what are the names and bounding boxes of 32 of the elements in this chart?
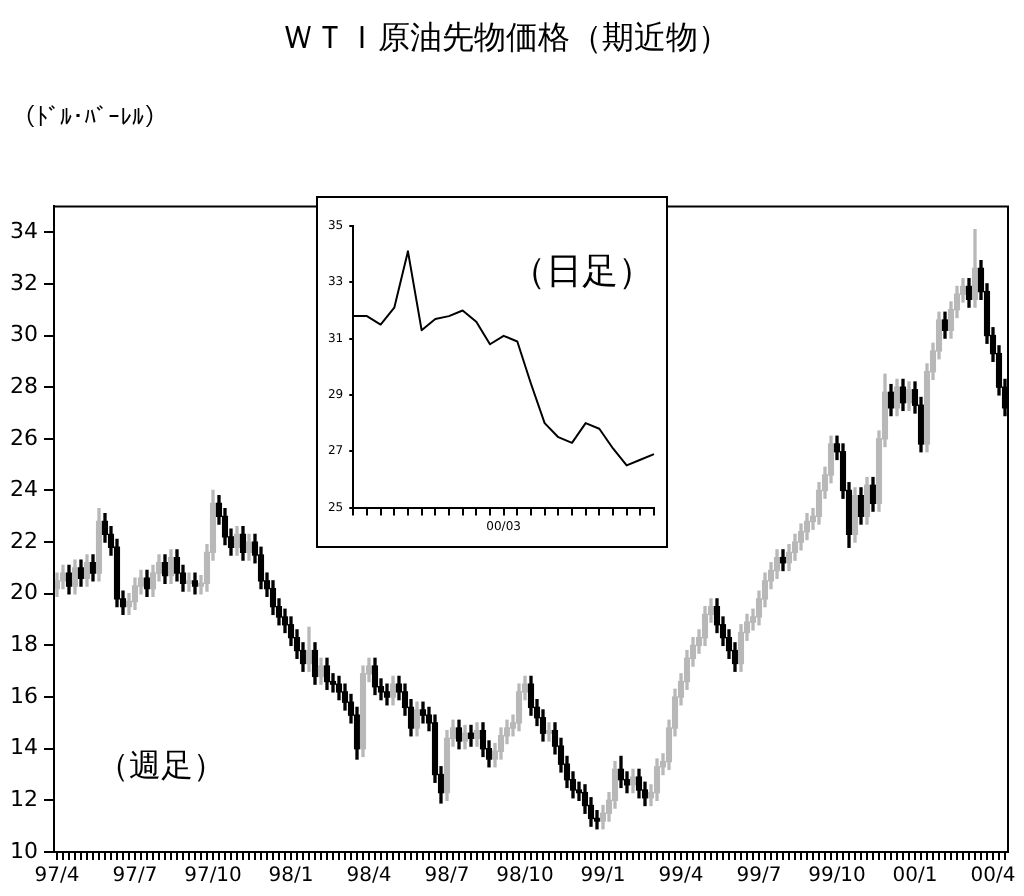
x-tick-label: 99/10 (808, 865, 866, 888)
y-tick-label: 32 (9, 269, 38, 296)
y-tick-label: 14 (9, 734, 38, 761)
y-tick-label: 30 (9, 321, 38, 348)
x-tick-label: 99/4 (658, 865, 704, 888)
y-tick-label: 12 (9, 786, 38, 813)
y-tick-label: 18 (9, 631, 38, 658)
y-tick-label: 22 (9, 527, 38, 554)
candlestick (545, 722, 553, 742)
annotation: （日足） (509, 251, 654, 294)
x-tick-label: 97/10 (184, 865, 242, 888)
x-tick-label: 98/10 (496, 865, 554, 888)
x-tick-label: 00/1 (892, 865, 938, 888)
y-axis-title: （ﾄﾞﾙ･ﾊﾞｰﾚﾙ） (12, 102, 168, 131)
candlestick (185, 572, 193, 592)
chart-title: ＷＴＩ原油先物価格（期近物） (282, 17, 730, 56)
y-tick-label: 26 (9, 424, 38, 451)
x-tick-label: 00/4 (970, 865, 1016, 888)
x-tick-label: 98/1 (268, 865, 314, 888)
x-tick-label: 98/4 (346, 865, 392, 888)
x-tick-label: 97/4 (34, 865, 80, 888)
x-tick-label: 99/1 (580, 865, 626, 888)
y-tick-label: 16 (9, 682, 38, 709)
y-tick-label: 20 (9, 579, 38, 606)
y-tick-label: 34 (9, 217, 38, 244)
x-tick-label: 97/7 (112, 865, 158, 888)
y-tick-label: 10 (9, 837, 38, 864)
y-tick-label: 28 (9, 372, 38, 399)
x-tick-label: 98/7 (424, 865, 470, 888)
annotation: （週足） (96, 746, 225, 785)
y-tick-label: 24 (9, 476, 38, 503)
x-tick-label: 99/7 (736, 865, 782, 888)
